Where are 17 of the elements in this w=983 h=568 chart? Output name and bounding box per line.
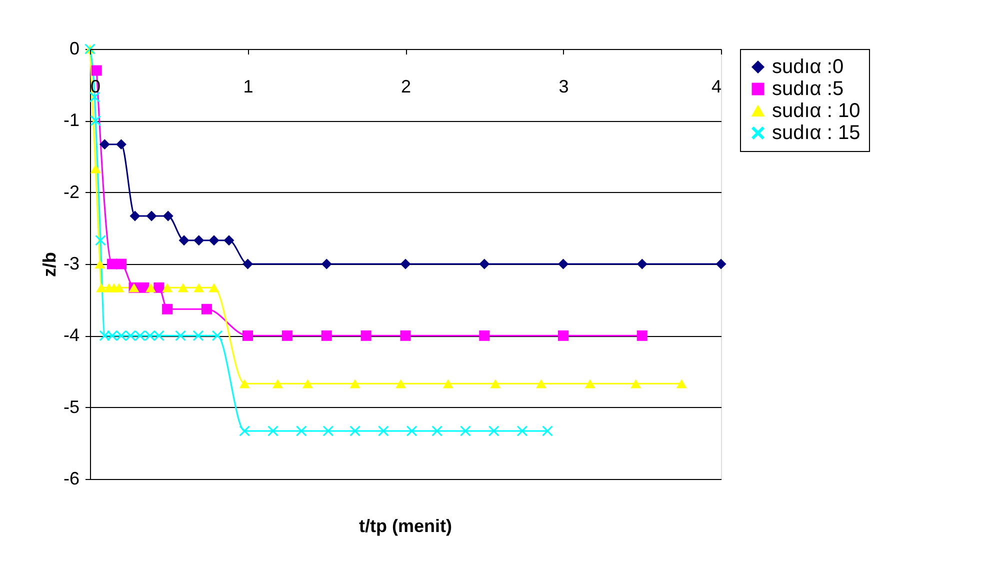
x-axis-title: t/tp (menit) [359,516,452,536]
y-tick-label: -1 [63,110,80,130]
legend-label: sudıα :5 [772,78,844,100]
y-tick-label: -6 [63,468,80,488]
x-tick-label: 4 [711,76,722,96]
y-tick-label: -2 [63,182,80,202]
y-tick-label: -5 [63,396,80,417]
legend-label: sudıα : 15 [772,122,860,144]
y-tick-label: -4 [63,325,80,346]
x-tick-label: 1 [243,76,254,96]
x-tick-label: 3 [558,76,569,96]
y-tick-label: -3 [63,254,80,274]
y-tick-label: 0 [69,38,80,58]
x-tick-label: 2 [400,76,412,96]
legend-label: sudıα : 10 [772,100,860,122]
y-axis-title: z/b [39,252,60,277]
legend-label: sudıα :0 [772,56,844,78]
